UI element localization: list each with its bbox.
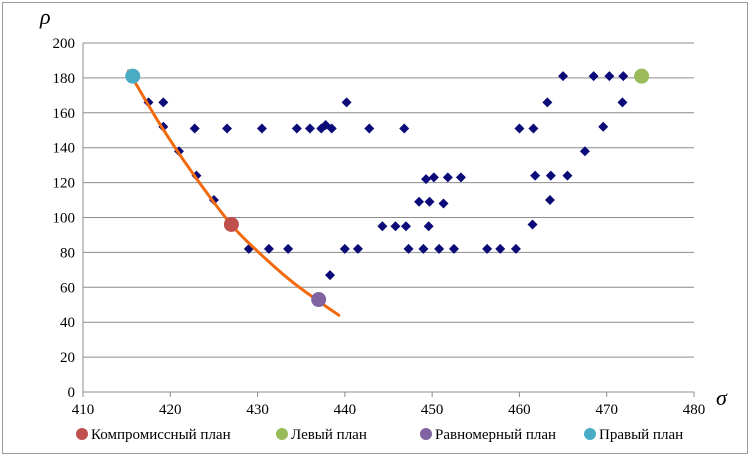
data-point bbox=[530, 170, 541, 181]
data-point bbox=[400, 221, 411, 232]
data-point bbox=[579, 146, 590, 157]
data-series bbox=[125, 68, 650, 317]
data-point bbox=[588, 71, 599, 82]
data-point bbox=[442, 172, 453, 183]
legend-item-left-label: Левый план bbox=[291, 427, 367, 443]
x-tick-label: 480 bbox=[683, 402, 706, 418]
data-point bbox=[377, 221, 388, 232]
data-point bbox=[604, 71, 615, 82]
legend-item-uniform-label: Равномерный план bbox=[435, 427, 556, 443]
y-tick-label: 20 bbox=[60, 350, 75, 366]
data-point bbox=[390, 221, 401, 232]
y-axis-title: ρ bbox=[39, 4, 51, 29]
data-point bbox=[438, 198, 449, 209]
data-point bbox=[455, 172, 466, 183]
uniform-plan-point bbox=[311, 292, 327, 308]
data-point bbox=[434, 243, 445, 254]
data-point bbox=[263, 243, 274, 254]
data-point bbox=[428, 172, 439, 183]
legend-item-compromise-marker bbox=[76, 428, 88, 440]
data-point bbox=[325, 270, 336, 281]
data-point bbox=[542, 97, 553, 108]
data-point bbox=[545, 170, 556, 181]
data-point bbox=[618, 71, 629, 82]
data-point bbox=[414, 196, 425, 207]
x-tick-label: 460 bbox=[508, 402, 531, 418]
x-axis-title: σ bbox=[716, 385, 728, 410]
x-tick-label: 430 bbox=[246, 402, 269, 418]
y-tick-label: 200 bbox=[53, 36, 76, 52]
data-point bbox=[562, 170, 573, 181]
data-point bbox=[304, 123, 315, 134]
y-tick-label: 140 bbox=[53, 141, 76, 157]
data-point bbox=[424, 196, 435, 207]
data-point bbox=[158, 97, 169, 108]
data-point bbox=[527, 219, 538, 230]
gridlines bbox=[83, 42, 694, 358]
x-tick-label: 470 bbox=[595, 402, 618, 418]
y-tick-label: 0 bbox=[68, 385, 76, 401]
data-point bbox=[448, 243, 459, 254]
legend-item-right-label: Правый план bbox=[599, 427, 683, 443]
legend-item-uniform-marker bbox=[420, 428, 432, 440]
left-plan-point bbox=[634, 68, 650, 84]
x-tick-label: 410 bbox=[72, 402, 95, 418]
legend-item-right-marker bbox=[584, 428, 596, 440]
data-point bbox=[189, 123, 200, 134]
legend-item-left-marker bbox=[276, 428, 288, 440]
data-point bbox=[256, 123, 267, 134]
y-tick-label: 160 bbox=[53, 106, 76, 122]
legend-item-compromise-label: Компромиссный план bbox=[91, 427, 231, 443]
x-tick-label: 450 bbox=[421, 402, 444, 418]
data-point bbox=[514, 123, 525, 134]
legend: Компромиссный план Левый план Равномерный … bbox=[76, 427, 683, 443]
right-plan-point bbox=[125, 68, 141, 84]
data-point bbox=[598, 121, 609, 132]
data-point bbox=[528, 123, 539, 134]
x-tick-label: 420 bbox=[159, 402, 182, 418]
data-point bbox=[222, 123, 233, 134]
data-point bbox=[341, 97, 352, 108]
data-point bbox=[283, 243, 294, 254]
data-point bbox=[316, 123, 327, 134]
y-tick-label: 100 bbox=[53, 211, 76, 227]
data-point bbox=[482, 243, 493, 254]
data-point bbox=[364, 123, 375, 134]
y-tick-label: 120 bbox=[53, 176, 76, 192]
data-point bbox=[352, 243, 363, 254]
x-tick-labels: 410 420 430 440 450 460 470 480 bbox=[72, 392, 706, 418]
data-point bbox=[418, 243, 429, 254]
y-tick-label: 40 bbox=[60, 315, 75, 331]
compromise-plan-point bbox=[223, 216, 239, 232]
data-point bbox=[403, 243, 414, 254]
data-point bbox=[339, 243, 350, 254]
data-point bbox=[326, 123, 337, 134]
axes bbox=[82, 43, 694, 393]
y-tick-labels: 0 20 40 60 80 100 120 140 160 180 200 bbox=[53, 36, 76, 401]
data-point bbox=[617, 97, 628, 108]
data-point bbox=[495, 243, 506, 254]
y-tick-label: 180 bbox=[53, 71, 76, 87]
data-point bbox=[510, 243, 521, 254]
y-tick-label: 60 bbox=[60, 280, 75, 296]
data-point bbox=[423, 221, 434, 232]
data-point bbox=[558, 71, 569, 82]
x-tick-label: 440 bbox=[334, 402, 357, 418]
data-point bbox=[399, 123, 410, 134]
y-tick-label: 80 bbox=[60, 245, 75, 261]
data-point bbox=[544, 195, 555, 206]
data-point bbox=[291, 123, 302, 134]
pareto-frontier-line bbox=[126, 69, 341, 317]
data-point bbox=[421, 174, 432, 185]
